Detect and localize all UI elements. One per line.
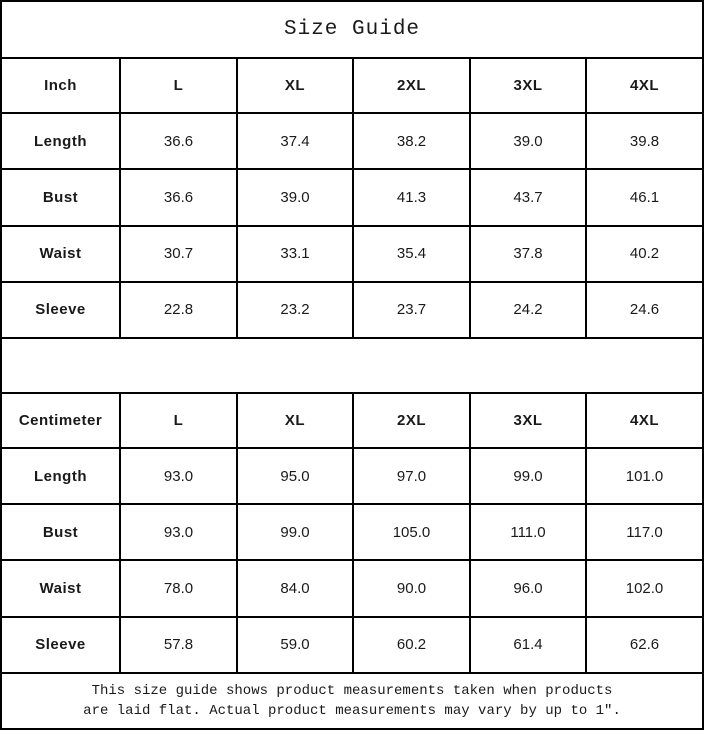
centimeter-waist-row: Waist 78.0 84.0 90.0 96.0 102.0	[0, 559, 704, 618]
measurement-value: 39.8	[584, 112, 704, 171]
centimeter-sleeve-row: Sleeve 57.8 59.0 60.2 61.4 62.6	[0, 615, 704, 674]
row-label: Sleeve	[0, 280, 121, 339]
measurement-value: 22.8	[119, 280, 238, 339]
measurement-value: 97.0	[352, 447, 471, 506]
measurement-value: 93.0	[119, 447, 238, 506]
footer-note-line1: This size guide shows product measuremen…	[91, 682, 613, 699]
column-header-size: 4XL	[584, 391, 704, 450]
inch-sleeve-row: Sleeve 22.8 23.2 23.7 24.2 24.6	[0, 280, 704, 339]
measurement-value: 23.2	[236, 280, 354, 339]
measurement-value: 105.0	[352, 503, 471, 562]
inch-header-row: Inch L XL 2XL 3XL 4XL	[0, 57, 704, 115]
footer-row: This size guide shows product measuremen…	[0, 671, 704, 730]
row-label: Length	[0, 447, 121, 506]
measurement-value: 30.7	[119, 224, 238, 283]
measurement-value: 102.0	[584, 559, 704, 618]
measurement-value: 35.4	[352, 224, 471, 283]
measurement-value: 33.1	[236, 224, 354, 283]
measurement-value: 41.3	[352, 168, 471, 227]
spacer-row	[0, 336, 704, 395]
measurement-value: 36.6	[119, 112, 238, 171]
measurement-value: 37.4	[236, 112, 354, 171]
measurement-value: 111.0	[469, 503, 587, 562]
column-header-size: XL	[236, 391, 354, 450]
measurement-value: 40.2	[584, 224, 704, 283]
measurement-value: 101.0	[584, 447, 704, 506]
column-header-size: 3XL	[469, 57, 587, 115]
measurement-value: 57.8	[119, 615, 238, 674]
row-label: Length	[0, 112, 121, 171]
measurement-value: 95.0	[236, 447, 354, 506]
measurement-value: 84.0	[236, 559, 354, 618]
measurement-value: 61.4	[469, 615, 587, 674]
title-row: Size Guide	[0, 0, 704, 60]
inch-length-row: Length 36.6 37.4 38.2 39.0 39.8	[0, 112, 704, 171]
column-header-size: L	[119, 391, 238, 450]
measurement-value: 99.0	[236, 503, 354, 562]
centimeter-bust-row: Bust 93.0 99.0 105.0 111.0 117.0	[0, 503, 704, 562]
column-header-size: 3XL	[469, 391, 587, 450]
column-header-size: 4XL	[584, 57, 704, 115]
row-label: Bust	[0, 168, 121, 227]
inch-bust-row: Bust 36.6 39.0 41.3 43.7 46.1	[0, 168, 704, 227]
row-label: Waist	[0, 224, 121, 283]
measurement-value: 39.0	[236, 168, 354, 227]
row-label: Waist	[0, 559, 121, 618]
measurement-value: 60.2	[352, 615, 471, 674]
measurement-value: 90.0	[352, 559, 471, 618]
column-header-size: L	[119, 57, 238, 115]
measurement-value: 24.6	[584, 280, 704, 339]
column-header-unit: Inch	[0, 57, 121, 115]
column-header-unit: Centimeter	[0, 391, 121, 450]
measurement-value: 37.8	[469, 224, 587, 283]
measurement-value: 43.7	[469, 168, 587, 227]
measurement-value: 38.2	[352, 112, 471, 171]
column-header-size: 2XL	[352, 391, 471, 450]
measurement-value: 93.0	[119, 503, 238, 562]
measurement-value: 117.0	[584, 503, 704, 562]
measurement-value: 59.0	[236, 615, 354, 674]
centimeter-length-row: Length 93.0 95.0 97.0 99.0 101.0	[0, 447, 704, 506]
measurement-value: 62.6	[584, 615, 704, 674]
spacer-cell	[0, 336, 704, 395]
centimeter-header-row: Centimeter L XL 2XL 3XL 4XL	[0, 391, 704, 450]
measurement-value: 46.1	[584, 168, 704, 227]
column-header-size: 2XL	[352, 57, 471, 115]
measurement-value: 96.0	[469, 559, 587, 618]
footer-note: This size guide shows product measuremen…	[0, 671, 704, 730]
measurement-value: 99.0	[469, 447, 587, 506]
inch-waist-row: Waist 30.7 33.1 35.4 37.8 40.2	[0, 224, 704, 283]
measurement-value: 36.6	[119, 168, 238, 227]
row-label: Bust	[0, 503, 121, 562]
row-label: Sleeve	[0, 615, 121, 674]
measurement-value: 24.2	[469, 280, 587, 339]
column-header-size: XL	[236, 57, 354, 115]
footer-note-line2: are laid flat. Actual product measuremen…	[83, 702, 621, 719]
measurement-value: 78.0	[119, 559, 238, 618]
page-title: Size Guide	[0, 0, 704, 60]
measurement-value: 39.0	[469, 112, 587, 171]
measurement-value: 23.7	[352, 280, 471, 339]
